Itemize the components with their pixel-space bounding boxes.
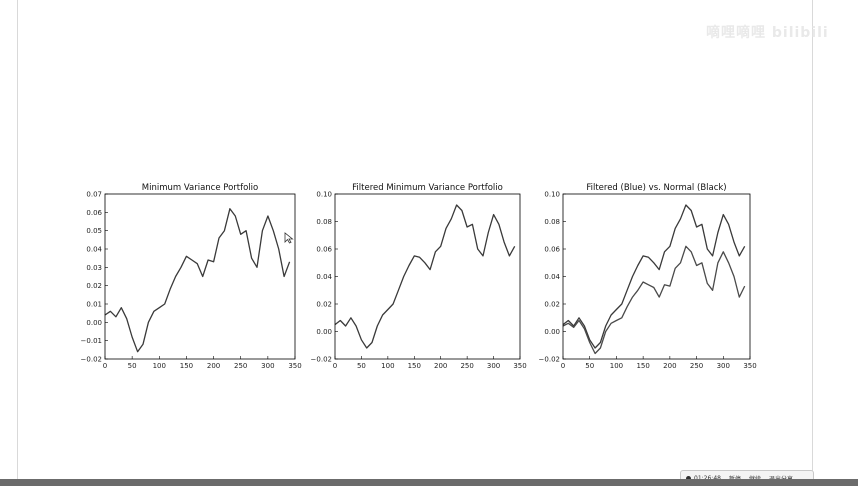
y-tick-label: −0.02 xyxy=(81,356,102,364)
x-tick-label: 0 xyxy=(333,362,337,370)
y-tick-label: 0.03 xyxy=(86,264,102,272)
x-tick-label: 200 xyxy=(207,362,220,370)
x-tick-label: 150 xyxy=(180,362,193,370)
y-tick-label: 0.00 xyxy=(544,328,560,336)
page-right-border xyxy=(812,0,813,486)
x-tick-label: 200 xyxy=(663,362,676,370)
y-tick-label: 0.00 xyxy=(86,319,102,327)
chart-title: Filtered Minimum Variance Portfolio xyxy=(352,183,503,193)
y-tick-label: 0.08 xyxy=(316,218,332,226)
y-tick-label: 0.04 xyxy=(86,246,102,254)
series-line-2 xyxy=(562,245,746,355)
chart-panel-2: Filtered Minimum Variance Portfolio 0 50 10… xyxy=(311,183,527,370)
x-tick-label: 300 xyxy=(261,362,274,370)
x-tick-label: 300 xyxy=(487,362,500,370)
y-tick-label: 0.00 xyxy=(316,328,332,336)
x-tick-label: 350 xyxy=(288,362,301,370)
y-tick-label: −0.02 xyxy=(311,356,332,364)
x-tick-label: 0 xyxy=(561,362,565,370)
y-tick-label: 0.06 xyxy=(316,246,332,254)
x-tick-label: 50 xyxy=(585,362,594,370)
x-tick-label: 200 xyxy=(434,362,447,370)
chart-figure: Minimum Variance Portfolio 0 50 100 150 200 25… xyxy=(81,183,757,370)
page-left-border xyxy=(17,0,18,486)
y-tick-label: 0.07 xyxy=(86,191,102,199)
y-tick-label: −0.01 xyxy=(81,337,102,345)
series-line-1 xyxy=(334,204,516,349)
chart-panel-3: Filtered (Blue) vs. Normal (Black) 0 50 100… xyxy=(539,183,757,370)
series-line-1 xyxy=(562,204,746,349)
cursor-arrow-icon xyxy=(284,232,294,244)
status-time: 01:26:48 xyxy=(694,474,721,482)
watermark: 嘀哩嘀哩 bilibili xyxy=(706,25,829,41)
y-tick-label: 0.08 xyxy=(544,218,560,226)
x-tick-label: 100 xyxy=(381,362,394,370)
x-tick-label: 50 xyxy=(128,362,137,370)
y-tick-label: 0.10 xyxy=(544,191,560,199)
x-tick-label: 250 xyxy=(234,362,247,370)
x-tick-label: 350 xyxy=(743,362,756,370)
x-tick-label: 150 xyxy=(408,362,421,370)
plot-frame xyxy=(104,193,296,360)
x-tick-label: 250 xyxy=(690,362,703,370)
y-tick-label: 0.04 xyxy=(544,273,560,281)
record-dot-icon xyxy=(686,475,691,481)
x-tick-label: 250 xyxy=(460,362,473,370)
x-tick-label: 300 xyxy=(717,362,730,370)
y-tick-label: 0.02 xyxy=(86,282,102,290)
y-tick-label: 0.10 xyxy=(316,191,332,199)
x-tick-label: 150 xyxy=(636,362,649,370)
x-tick-label: 0 xyxy=(103,362,107,370)
series-line-1 xyxy=(104,208,291,353)
x-tick-label: 100 xyxy=(610,362,623,370)
y-tick-label: 0.06 xyxy=(544,246,560,254)
chart-title: Minimum Variance Portfolio xyxy=(142,183,258,193)
y-tick-label: 0.02 xyxy=(544,301,560,309)
x-tick-label: 100 xyxy=(153,362,166,370)
x-tick-label: 350 xyxy=(513,362,526,370)
y-tick-label: −0.02 xyxy=(539,356,560,364)
bottom-bar xyxy=(0,479,858,486)
y-tick-label: 0.06 xyxy=(86,209,102,217)
chart-panel-1: Minimum Variance Portfolio 0 50 100 150 200 25… xyxy=(81,183,302,370)
y-tick-label: 0.01 xyxy=(86,301,102,309)
x-tick-label: 50 xyxy=(357,362,366,370)
y-tick-label: 0.02 xyxy=(316,301,332,309)
y-tick-label: 0.04 xyxy=(316,273,332,281)
y-tick-label: 0.05 xyxy=(86,227,102,235)
chart-title: Filtered (Blue) vs. Normal (Black) xyxy=(586,183,726,193)
